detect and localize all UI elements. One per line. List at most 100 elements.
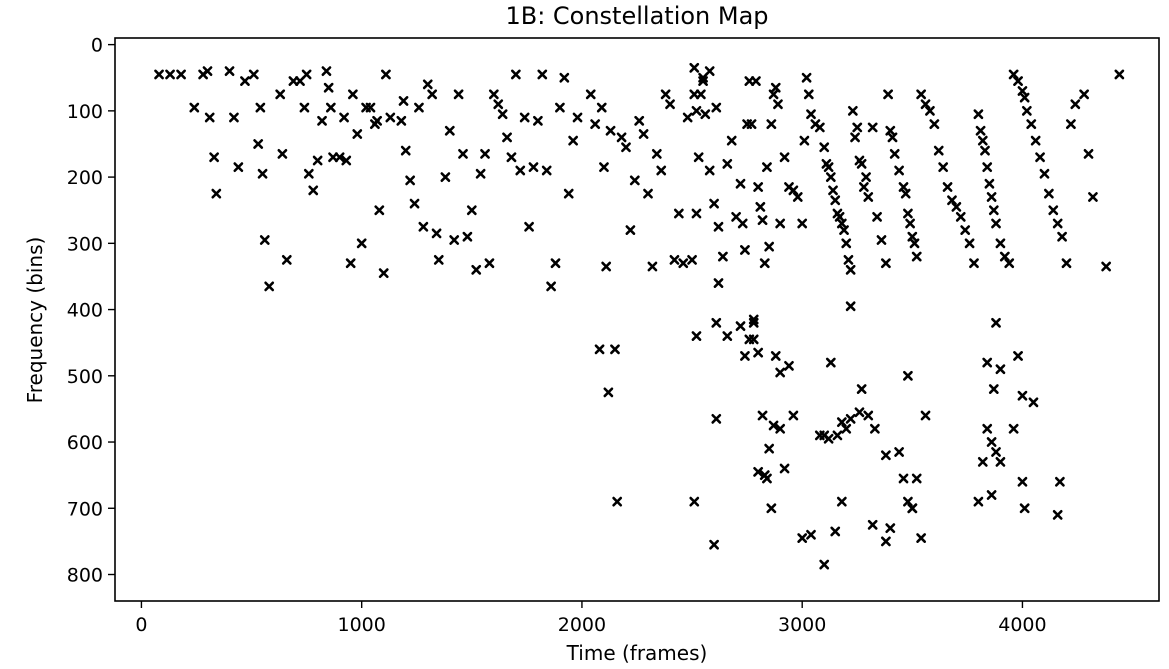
data-point <box>713 278 724 288</box>
data-point <box>867 519 878 530</box>
data-point <box>819 430 830 441</box>
data-point <box>1026 119 1037 130</box>
y-tick-label: 400 <box>67 300 103 322</box>
y-tick-label: 700 <box>67 498 103 520</box>
data-point <box>869 423 880 434</box>
data-point <box>977 135 988 146</box>
data-point <box>1021 105 1032 116</box>
data-point <box>779 152 790 163</box>
data-point <box>942 182 953 192</box>
data-point <box>876 235 887 245</box>
data-point <box>334 152 345 163</box>
data-point <box>165 69 175 80</box>
data-point <box>356 238 367 249</box>
data-point <box>299 102 310 113</box>
data-point <box>984 178 995 189</box>
data-point <box>960 225 971 235</box>
data-point <box>991 317 1001 328</box>
data-point <box>601 261 612 272</box>
data-point <box>240 76 250 86</box>
data-point <box>189 102 200 113</box>
data-point <box>823 162 834 173</box>
data-point <box>852 122 863 133</box>
data-point <box>308 185 319 196</box>
data-point <box>951 202 962 212</box>
data-point <box>1004 258 1015 269</box>
data-point <box>797 218 808 229</box>
data-point <box>768 420 779 431</box>
data-point <box>229 112 239 123</box>
data-point <box>563 188 574 199</box>
data-point <box>977 457 988 467</box>
data-point <box>321 66 332 77</box>
data-point <box>444 125 455 136</box>
data-point <box>711 413 722 424</box>
data-point <box>257 168 268 179</box>
data-point <box>753 466 764 477</box>
data-point <box>903 496 913 507</box>
data-point <box>764 241 775 252</box>
data-point <box>651 149 662 159</box>
data-point <box>673 208 684 219</box>
data-point <box>621 142 631 153</box>
data-point <box>843 254 854 265</box>
data-point <box>1061 258 1072 269</box>
data-point <box>1039 168 1050 179</box>
data-point <box>519 112 530 123</box>
data-point <box>903 370 913 381</box>
data-point <box>911 251 922 262</box>
data-point <box>400 145 411 156</box>
y-axis-ticks: 0 100 200 300 400 500 600 700 800 <box>67 35 115 587</box>
data-point <box>1028 397 1039 408</box>
data-point <box>345 258 356 269</box>
data-point <box>433 254 444 265</box>
data-point <box>806 529 816 540</box>
data-point <box>740 351 750 361</box>
data-point <box>947 195 957 206</box>
data-point <box>751 76 761 86</box>
data-point <box>845 301 856 312</box>
data-point <box>528 162 539 173</box>
data-point <box>599 162 609 173</box>
data-point <box>757 410 768 421</box>
data-point <box>418 221 429 232</box>
data-point <box>704 165 715 176</box>
data-point <box>700 109 711 120</box>
data-point <box>405 175 416 186</box>
data-point <box>546 281 557 292</box>
data-point <box>991 447 1001 457</box>
data-point <box>775 218 786 229</box>
data-point <box>154 69 164 80</box>
data-point <box>1052 218 1063 229</box>
data-point <box>638 129 649 139</box>
data-point <box>695 89 706 100</box>
data-point <box>1043 188 1054 199</box>
data-point <box>312 155 323 166</box>
data-point <box>995 364 1006 375</box>
data-point <box>894 165 905 176</box>
data-point <box>1008 423 1019 434</box>
data-point <box>773 99 783 110</box>
data-point <box>856 384 867 394</box>
data-point <box>819 559 830 570</box>
x-axis-ticks: 0 1000 2000 3000 4000 <box>135 601 1047 636</box>
data-point <box>610 344 620 355</box>
data-point <box>988 384 999 394</box>
data-point <box>1019 503 1030 514</box>
data-point <box>248 69 259 80</box>
y-tick-label: 500 <box>67 366 103 388</box>
data-point <box>880 450 891 461</box>
data-point <box>449 235 460 245</box>
data-point <box>590 119 601 130</box>
data-point <box>986 192 997 202</box>
data-point <box>905 218 916 229</box>
data-point <box>709 539 719 550</box>
data-point <box>524 221 534 232</box>
data-point <box>797 533 808 543</box>
data-point <box>845 264 856 275</box>
data-point <box>792 192 803 202</box>
data-point <box>510 69 521 80</box>
data-point <box>515 165 526 176</box>
data-point <box>629 175 640 186</box>
data-point <box>325 102 336 113</box>
